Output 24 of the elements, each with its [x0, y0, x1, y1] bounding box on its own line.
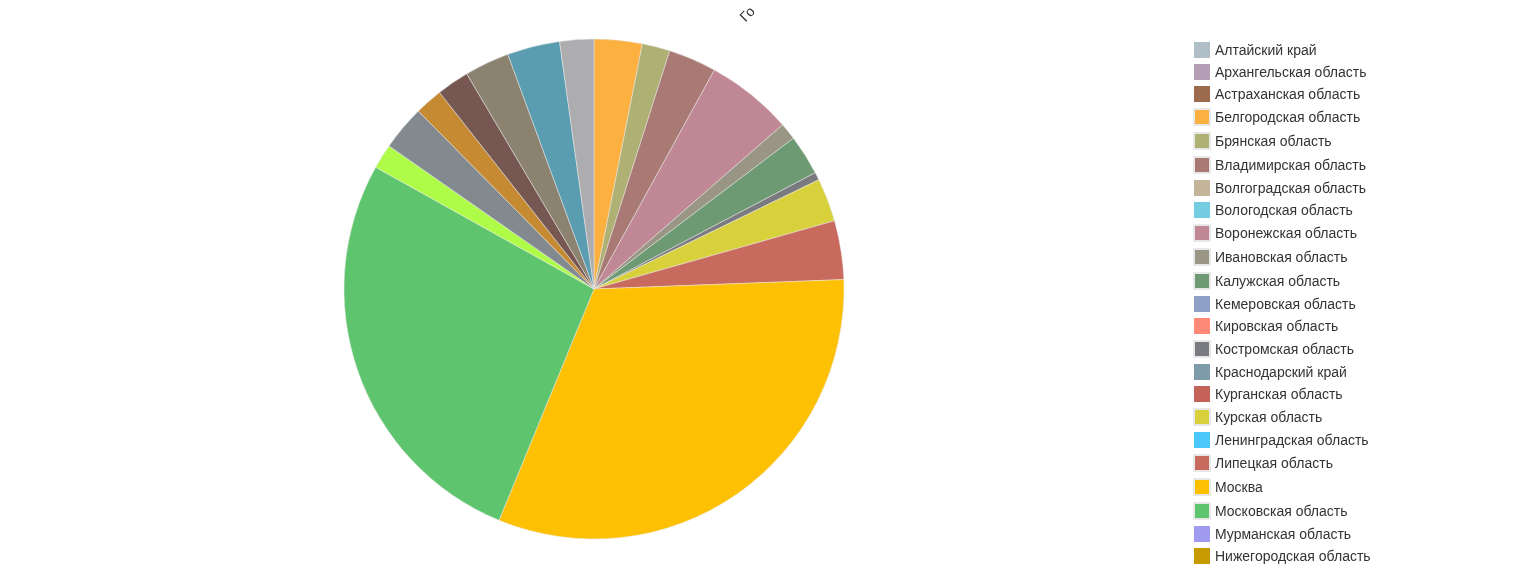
legend-label: Алтайский край — [1215, 42, 1317, 58]
legend-label: Ивановская область — [1215, 249, 1348, 265]
legend-label: Курская область — [1215, 409, 1323, 425]
legend-label: Краснодарский край — [1215, 364, 1347, 380]
legend-label: Волгоградская область — [1215, 180, 1366, 196]
legend-label: Владимирская область — [1215, 157, 1367, 173]
legend-label: Кировская область — [1215, 318, 1339, 334]
legend-label: Белгородская область — [1215, 109, 1361, 125]
legend-label: Кемеровская область — [1215, 296, 1356, 312]
legend-label: Воронежская область — [1215, 225, 1357, 241]
chart-title: Го — [736, 2, 758, 25]
legend-label: Мурманская область — [1215, 526, 1352, 542]
legend-label: Нижегородская область — [1215, 548, 1371, 564]
legend-label: Архангельская область — [1215, 64, 1367, 80]
legend-label: Ленинградская область — [1215, 432, 1369, 448]
legend-label: Курганская область — [1215, 386, 1343, 402]
legend-label: Костромская область — [1215, 341, 1355, 357]
legend-label: Брянская область — [1215, 133, 1332, 149]
legend-label: Липецкая область — [1215, 455, 1333, 471]
legend-label: Московская область — [1215, 503, 1348, 519]
legend-label: Астраханская область — [1215, 86, 1361, 102]
legend-label: Москва — [1215, 479, 1264, 495]
legend-label: Калужская область — [1215, 273, 1341, 289]
legend-label: Вологодская область — [1215, 202, 1353, 218]
